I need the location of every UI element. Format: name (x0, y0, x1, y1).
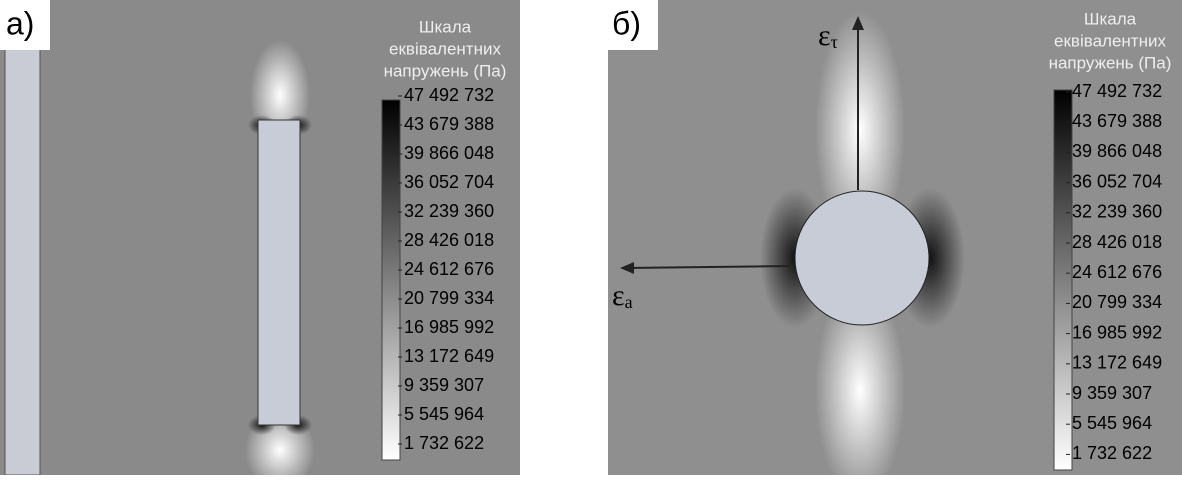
scale-title: еквівалентних (1054, 31, 1166, 50)
scale-tick-label: 39 866 048 (1072, 141, 1162, 161)
scale-tick-label: 1 732 622 (1072, 443, 1152, 463)
scale-tick-label: 1 732 622 (404, 433, 484, 453)
scale-tick-label: 20 799 334 (1072, 292, 1162, 312)
scale-tick-label: 28 426 018 (404, 230, 494, 250)
plate (5, 0, 40, 475)
scale-tick-label: 5 545 964 (404, 404, 484, 424)
scale-title: Шкала (419, 17, 472, 36)
figure: а) ετ εа б) Шкалаеквівалентнихнапружень … (0, 0, 1182, 475)
scale-tick-label: 5 545 964 (1072, 413, 1152, 433)
scale-tick-label: 43 679 388 (404, 114, 494, 134)
subscript: τ (831, 32, 838, 52)
scale-title: напружень (Па) (1049, 53, 1172, 72)
scale-tick-label: 36 052 704 (1072, 171, 1162, 191)
scale-tick-label: 16 985 992 (1072, 322, 1162, 342)
scale-tick-label: 16 985 992 (404, 317, 494, 337)
scale-tick-label: 32 239 360 (404, 201, 494, 221)
scale-tick-label: 9 359 307 (1072, 383, 1152, 403)
symbol: ε (612, 279, 625, 312)
scale-tick-label: 36 052 704 (404, 172, 494, 192)
scale-tick-label: 13 172 649 (404, 346, 494, 366)
color-bar (382, 100, 400, 460)
scale-title: Шкала (1084, 9, 1137, 28)
panel-label: а) (6, 5, 34, 41)
scale-tick-label: 47 492 732 (1072, 81, 1162, 101)
scale-tick-label: 47 492 732 (404, 85, 494, 105)
hole (795, 191, 929, 325)
scale-tick-label: 24 612 676 (1072, 262, 1162, 282)
scale-tick-label: 9 359 307 (404, 375, 484, 395)
scale-tick-label: 24 612 676 (404, 259, 494, 279)
scale-title: еквівалентних (389, 39, 501, 58)
symbol: ε (818, 19, 831, 52)
scale-tick-label: 13 172 649 (1072, 353, 1162, 373)
scale-tick-label: 39 866 048 (404, 143, 494, 163)
scale-tick-label: 28 426 018 (1072, 232, 1162, 252)
scale-tick-label: 32 239 360 (1072, 202, 1162, 222)
color-bar (1054, 90, 1072, 470)
scale-tick-label: 43 679 388 (1072, 111, 1162, 131)
scale-tick-label: 20 799 334 (404, 288, 494, 308)
panel-label: б) (612, 5, 641, 41)
crack (258, 120, 300, 425)
scale-title: напружень (Па) (384, 61, 507, 80)
subscript: а (625, 292, 633, 312)
